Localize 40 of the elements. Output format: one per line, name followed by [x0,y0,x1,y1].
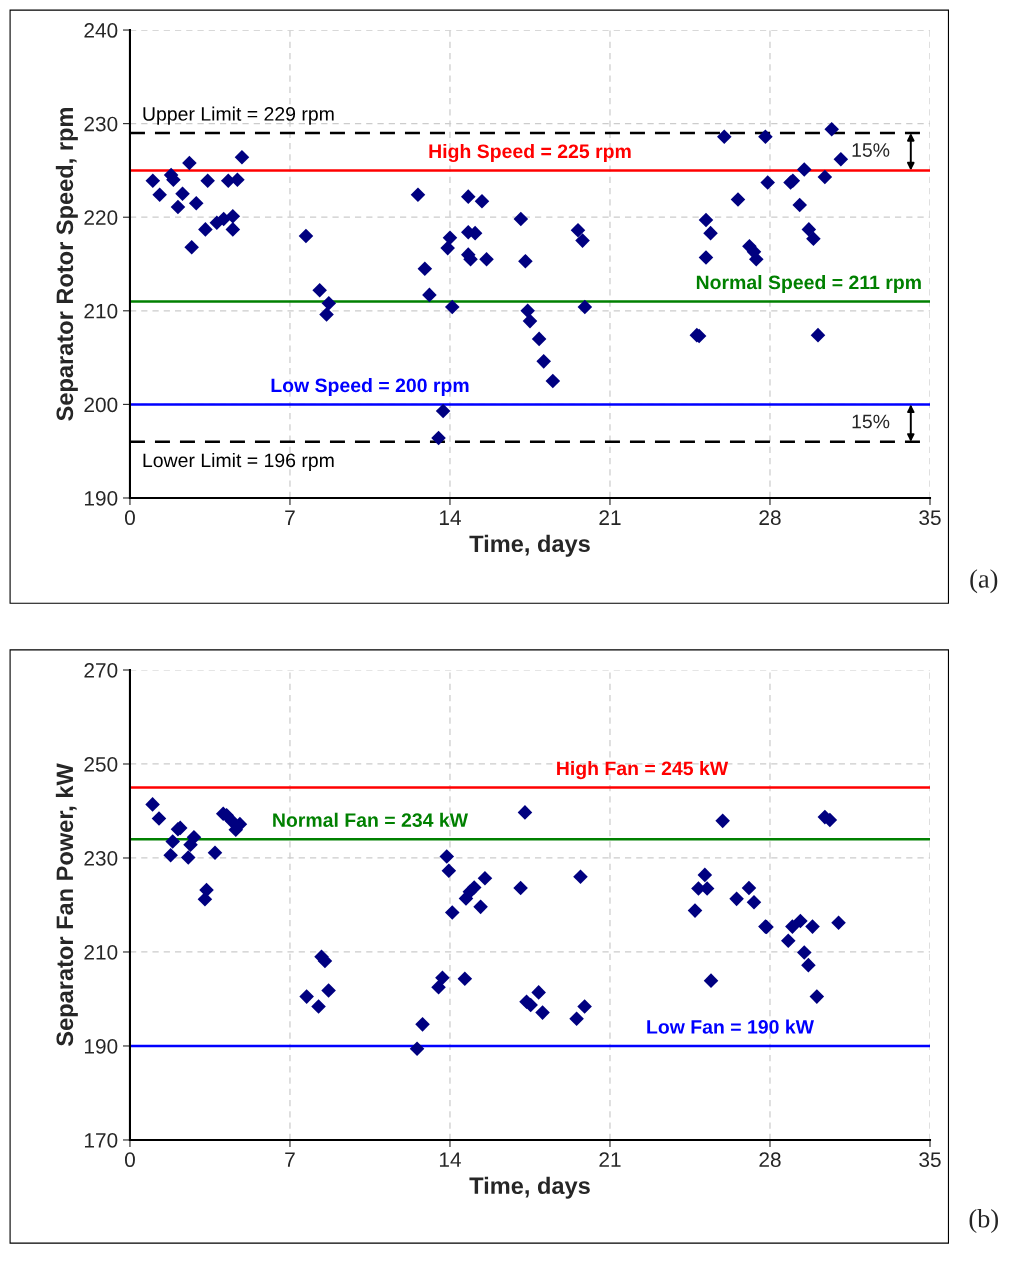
annotation: 15% [852,143,890,157]
x-tick-label: 35 [919,1152,941,1168]
y-tick-label: 190 [84,1038,118,1054]
x-axis-title: Time, days [469,1176,590,1199]
y-tick-label: 170 [84,1132,118,1148]
y-tick-label: 230 [84,850,118,866]
ref-line-label: Normal Fan = 234 kW [273,812,469,828]
y-tick-label: 240 [84,23,118,38]
ref-line-label: Normal Speed = 211 rpm [696,274,921,294]
text: (a) [970,569,998,594]
x-tick-label: 7 [285,510,295,525]
x-tick-label: 0 [124,1152,135,1168]
x-tick-label: 28 [759,510,781,526]
x-axis-title: Time, days [469,534,590,557]
ref-line-label: High Speed = 225 rpm [429,143,631,163]
y-axis-title: Separator Rotor Speed, rpm [55,108,78,421]
y-tick-label: 210 [84,944,118,960]
ref-line-label: Upper Limit = 229 rpm [143,106,334,125]
ref-line-label: High Fan = 245 kW [557,760,729,780]
x-tick-label: 21 [599,1152,621,1167]
x-tick-label: 14 [439,1152,461,1167]
x-tick-label: 0 [124,510,135,526]
ref-line-label: Low Fan = 190 kW [647,1019,814,1034]
y-tick-label: 200 [84,397,118,413]
text: (b) [969,1209,998,1233]
y-axis-title: Separator Fan Power, kW [55,763,78,1046]
y-tick-label: 250 [84,756,118,772]
x-tick-label: 28 [759,1152,781,1168]
x-tick-label: 21 [599,510,621,525]
ref-line-label: Lower Limit = 196 rpm [143,452,334,472]
x-tick-label: 35 [919,510,941,526]
x-tick-label: 14 [439,510,461,525]
ref-line-label: Low Speed = 200 rpm [271,377,469,397]
y-tick-label: 220 [84,210,118,225]
annotation: 15% [852,414,890,429]
y-tick-label: 190 [84,490,118,506]
y-tick-label: 270 [84,663,118,678]
x-tick-label: 7 [285,1152,295,1167]
y-tick-label: 230 [84,116,118,132]
y-tick-label: 210 [84,303,118,319]
